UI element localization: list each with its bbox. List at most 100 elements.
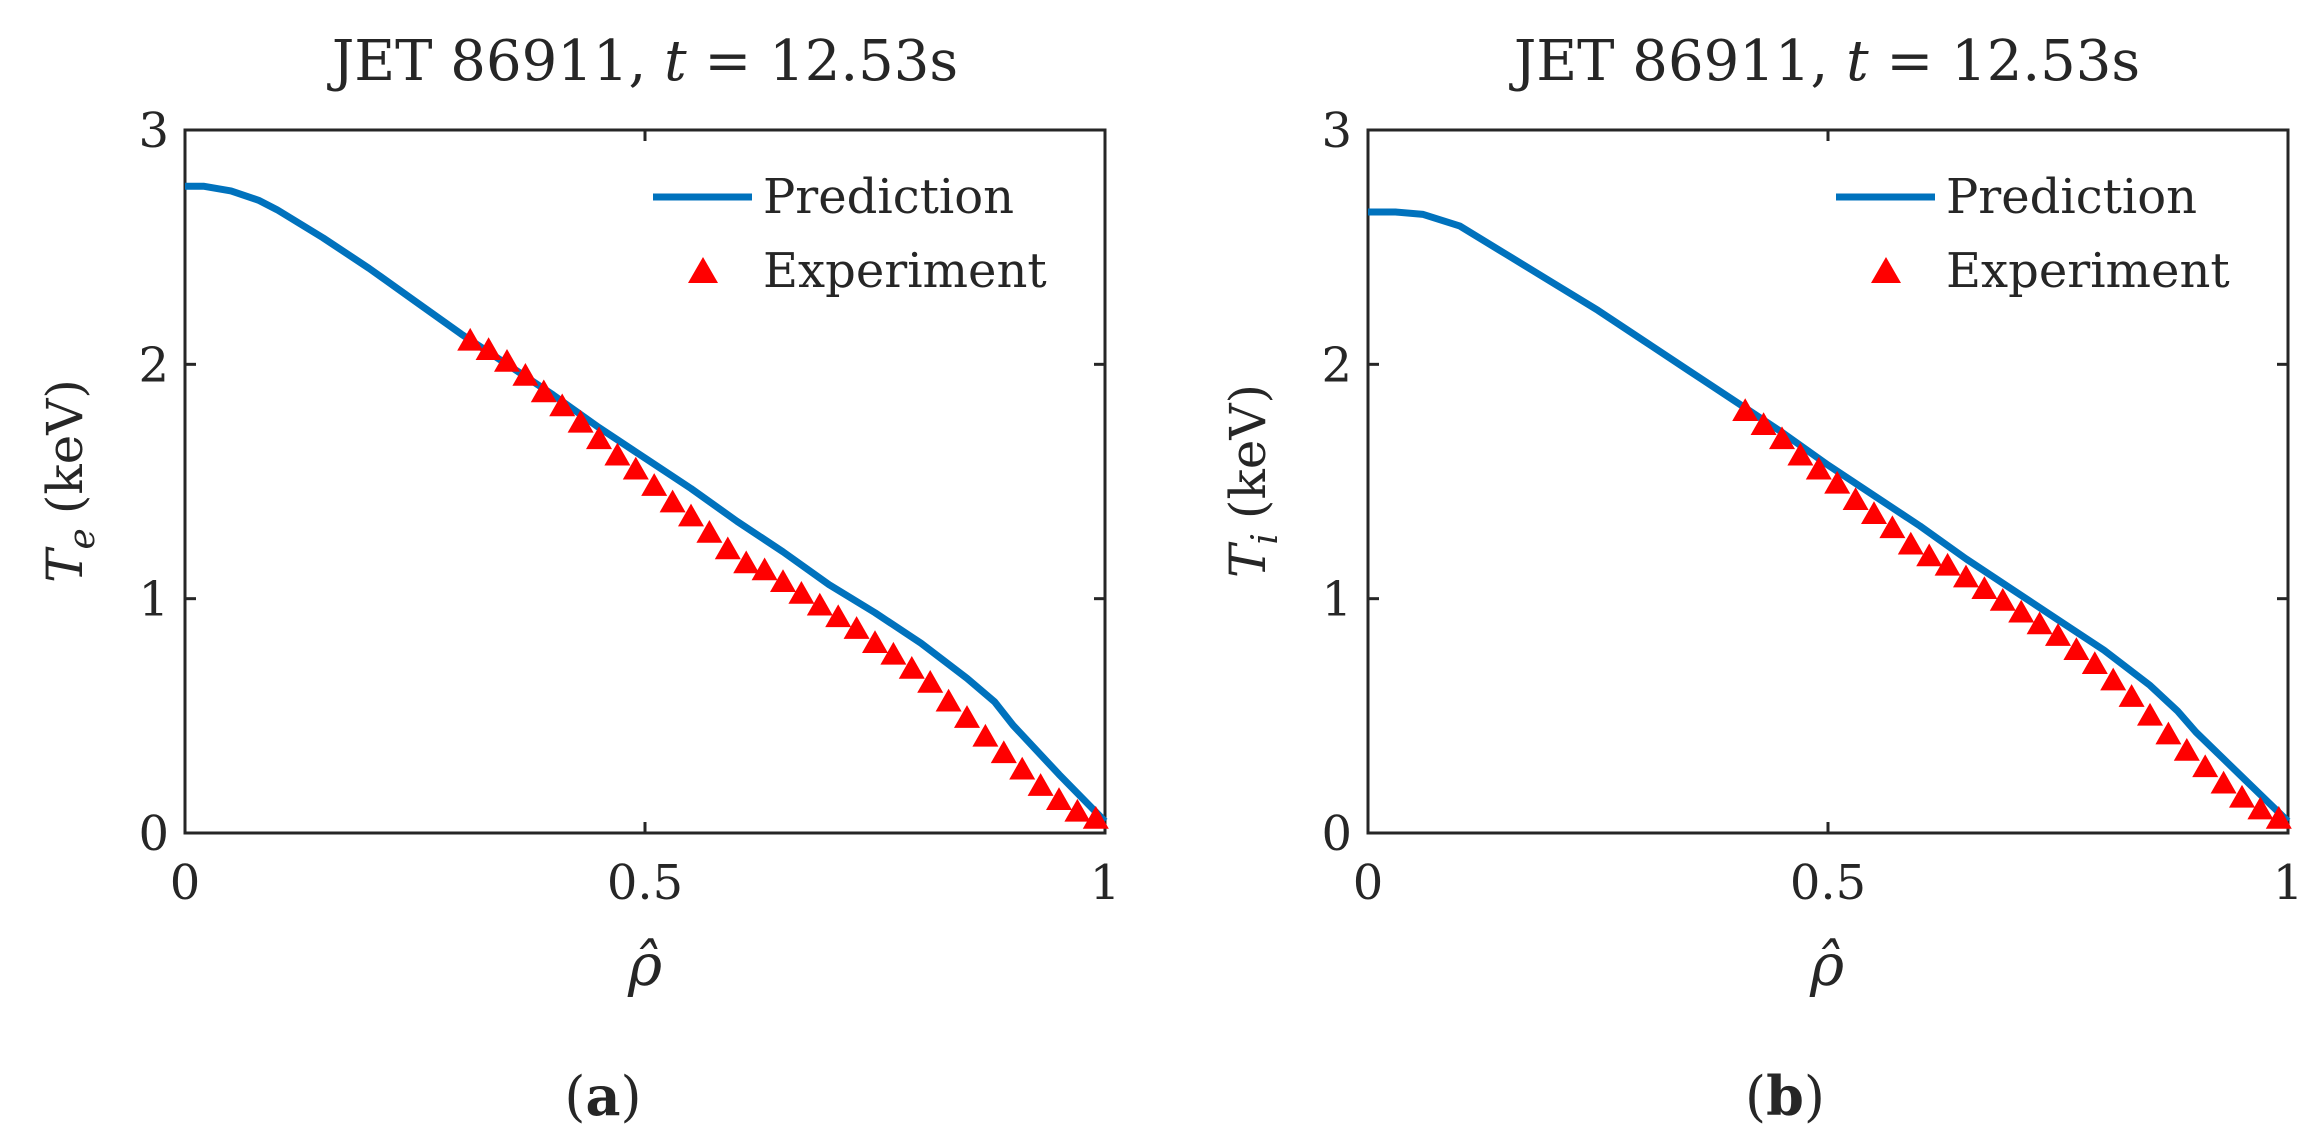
experiment-marker [1879, 515, 1906, 539]
experiment-marker [843, 616, 870, 639]
legend-label-prediction: Prediction [1946, 169, 2197, 225]
experiment-marker [1971, 576, 1998, 600]
legend: Prediction Experiment [1836, 169, 2230, 299]
y-tick-labels: 0 1 2 3 [138, 103, 169, 862]
y-tick-label: 3 [1321, 103, 1352, 159]
experiment-marker [1989, 588, 2016, 611]
experiment-marker [1934, 552, 1961, 576]
experiment-marker [733, 550, 760, 574]
experiment-marker [898, 655, 925, 679]
prediction-series [185, 182, 1108, 824]
legend-label-experiment: Experiment [763, 243, 1047, 299]
experiment-marker [696, 520, 723, 543]
x-axis-label: ρ̂ [1809, 931, 1844, 999]
experiment-marker [2192, 754, 2219, 778]
experiment-marker [2173, 737, 2200, 761]
experiment-marker [604, 442, 631, 466]
experiment-marker [751, 557, 778, 581]
chart-title: JET 86911, t = 12.53s [327, 29, 958, 94]
prediction-line [185, 182, 1108, 824]
experiment-marker [457, 327, 484, 351]
experiment-marker [1861, 501, 1887, 525]
experiment-marker [972, 723, 999, 747]
experiment-marker [825, 604, 852, 628]
experiment-marker [806, 592, 833, 616]
y-tick-label: 2 [138, 337, 169, 393]
experiment-marker [770, 569, 796, 593]
experiment-marker [549, 393, 576, 417]
experiment-marker [641, 473, 668, 496]
experiment-marker [880, 641, 907, 665]
experiment-marker [935, 688, 962, 712]
experiment-marker [1916, 543, 1943, 567]
experiment-marker [2247, 796, 2274, 820]
experiment-marker [494, 348, 520, 372]
experiment-marker [530, 379, 557, 403]
panel-label: (a) [564, 1064, 641, 1128]
experiment-marker [567, 409, 594, 433]
legend-marker-experiment [1871, 257, 1901, 283]
experiment-marker [1009, 756, 1036, 780]
y-tick-label: 2 [1321, 337, 1352, 393]
x-tick-labels: 0 0.5 1 [1353, 855, 2304, 911]
x-axis-label: ρ̂ [627, 931, 662, 999]
experiment-marker [622, 456, 649, 480]
experiment-marker [2026, 611, 2053, 635]
tick-marks [1366, 128, 2290, 835]
x-tick-label: 0.5 [607, 855, 683, 911]
experiment-marker [1953, 564, 1979, 588]
prediction-line [1368, 208, 2291, 824]
experiment-marker [1064, 798, 1091, 822]
prediction-series [1368, 208, 2291, 824]
experiment-marker [788, 580, 815, 604]
panel-label: (b) [1745, 1064, 1825, 1128]
x-tick-labels: 0 0.5 1 [170, 855, 1121, 911]
experiment-marker [1769, 426, 1795, 450]
experiment-marker [1732, 398, 1759, 421]
experiment-marker [2229, 784, 2255, 808]
experiment-marker [586, 426, 612, 450]
x-tick-label: 0.5 [1790, 855, 1866, 911]
experiment-marker [2008, 599, 2035, 623]
experiment-marker [2081, 651, 2108, 675]
x-tick-label: 0 [1353, 855, 1384, 911]
experiment-series [457, 327, 1109, 829]
experiment-marker [2045, 623, 2071, 646]
experiment-marker [2155, 721, 2182, 745]
y-tick-label: 1 [1321, 572, 1352, 628]
experiment-marker [917, 670, 944, 693]
x-tick-label: 1 [1090, 855, 1121, 911]
experiment-marker [714, 536, 741, 560]
experiment-marker [2100, 667, 2127, 691]
experiment-marker [862, 630, 888, 653]
chart-title: JET 86911, t = 12.53s [1509, 29, 2140, 94]
axes-box [1366, 128, 2290, 835]
experiment-marker [1897, 531, 1924, 555]
y-tick-labels: 0 1 2 3 [1321, 103, 1352, 862]
y-tick-label: 1 [138, 572, 169, 628]
legend: Prediction Experiment [653, 169, 1047, 299]
legend-label-experiment: Experiment [1946, 243, 2230, 299]
experiment-marker [1824, 470, 1851, 494]
experiment-marker [990, 740, 1017, 764]
y-axis-label: Ti(keV) [1219, 384, 1286, 578]
y-tick-label: 0 [1321, 806, 1352, 862]
y-axis-label: Te(keV) [36, 379, 103, 583]
experiment-series [1732, 398, 2292, 829]
x-tick-label: 0 [170, 855, 201, 911]
experiment-marker [1027, 773, 1054, 796]
experiment-marker [2118, 684, 2145, 707]
experiment-marker [1805, 456, 1832, 480]
experiment-marker [1046, 787, 1072, 810]
experiment-marker [1082, 805, 1109, 829]
experiment-marker [2210, 770, 2237, 794]
legend-label-prediction: Prediction [763, 169, 1014, 225]
panel-b: JET 86911, t = 12.53s 0 1 2 3 0 0.5 1 Ti(keV)… [1219, 29, 2303, 1128]
legend-marker-experiment [688, 257, 718, 283]
panel-a: JET 86911, t = 12.53s 0 1 2 3 0 0.5 1 Te(keV)… [36, 29, 1120, 1128]
experiment-marker [954, 705, 980, 728]
y-tick-label: 3 [138, 103, 169, 159]
experiment-marker [2137, 702, 2163, 726]
experiment-marker [1842, 487, 1869, 510]
